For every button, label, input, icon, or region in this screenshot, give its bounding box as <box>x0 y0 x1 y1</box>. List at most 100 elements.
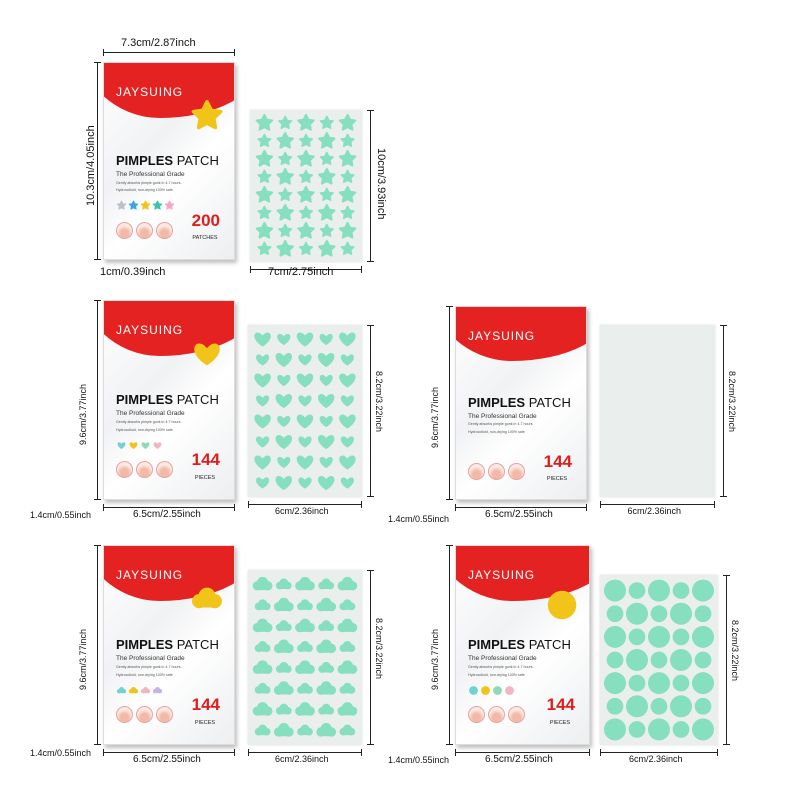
patch <box>273 639 294 654</box>
skin-icon <box>116 706 133 724</box>
patch-count: 144 <box>546 695 575 715</box>
count-unit: PIECES <box>546 475 568 482</box>
patch <box>692 579 714 602</box>
patch <box>275 434 293 450</box>
star-patches <box>255 113 357 257</box>
patch <box>337 702 358 716</box>
patch-icon <box>508 462 525 480</box>
patch <box>276 203 294 221</box>
moon-badge-icon <box>544 355 574 370</box>
patch <box>650 439 665 447</box>
patch <box>298 133 314 148</box>
package-box: JAYSUING PIMPLES PATCH The Professional … <box>103 545 235 745</box>
sheet-width-label: 6cm/2.36inch <box>629 754 683 764</box>
patch <box>319 151 334 166</box>
package-box: JAYSUING PIMPLES PATCH The Professional … <box>455 545 590 745</box>
patch-count: 200 <box>191 210 220 230</box>
patch <box>338 185 357 203</box>
patch <box>340 354 354 366</box>
title-rest: PATCH <box>528 637 571 653</box>
patch <box>318 131 336 149</box>
product-title: PIMPLES PATCH <box>468 637 571 652</box>
patch <box>296 455 314 470</box>
patch <box>255 113 274 131</box>
patch <box>626 397 646 408</box>
patch <box>318 167 336 185</box>
patch <box>671 460 687 468</box>
patch <box>340 241 355 256</box>
patch <box>297 724 313 736</box>
patch <box>254 724 271 736</box>
patch <box>338 113 357 131</box>
patch <box>297 641 313 652</box>
count-unit: PIECES <box>194 475 216 482</box>
package-width-label: 7.3cm/2.87inch <box>121 37 196 49</box>
night-icon <box>488 706 505 724</box>
patch <box>297 185 315 203</box>
patch <box>648 459 667 469</box>
patch <box>316 639 337 654</box>
patch <box>691 459 710 469</box>
patch-icon <box>508 706 525 724</box>
width-dimension-line <box>455 504 587 511</box>
patch <box>669 356 689 367</box>
patch <box>319 187 334 202</box>
patch <box>319 456 333 469</box>
patch <box>339 641 356 652</box>
patch <box>605 418 624 428</box>
moon-patches <box>605 336 710 490</box>
benefit-icons <box>116 706 173 724</box>
night-icon <box>488 462 505 480</box>
product-title: PIMPLES PATCH <box>116 392 219 407</box>
patch <box>692 672 714 695</box>
width-dimension-line <box>455 749 590 756</box>
patch <box>318 203 336 221</box>
patch <box>254 414 271 429</box>
patch <box>672 582 690 599</box>
patch <box>626 695 648 718</box>
sheet-width-label: 6cm/2.36inch <box>275 506 329 516</box>
patch <box>256 354 270 366</box>
shape-color-row <box>116 685 163 696</box>
patch-sheet <box>600 575 718 745</box>
patch <box>628 378 644 386</box>
patch <box>648 377 667 387</box>
patch <box>338 221 357 239</box>
patch <box>278 187 293 202</box>
title-bold: PIMPLES <box>116 153 174 169</box>
patch <box>650 651 668 669</box>
shape-color-row <box>116 200 175 211</box>
benefit-icons <box>116 221 173 239</box>
patch <box>295 576 315 591</box>
sheet-height-dimension-line <box>367 110 374 262</box>
patch <box>694 651 712 669</box>
title-bold: PIMPLES <box>116 637 174 653</box>
patch <box>254 373 271 388</box>
patch <box>277 415 291 428</box>
patch <box>648 625 670 648</box>
title-bold: PIMPLES <box>116 392 174 408</box>
patch-icon <box>156 221 173 239</box>
patch <box>650 357 665 365</box>
description-line-2: Hydrocolloid, non-drying 100% safe <box>116 427 173 432</box>
patch <box>318 578 335 590</box>
patch-count: 144 <box>543 451 572 471</box>
patch <box>275 475 293 491</box>
patch <box>607 398 623 406</box>
patch <box>607 439 623 447</box>
patch <box>318 620 335 632</box>
patch <box>276 167 294 185</box>
patch <box>256 395 270 407</box>
package-box: JAYSUING PIMPLES PATCH The Professional … <box>103 62 235 260</box>
patch <box>691 418 710 428</box>
patch <box>255 221 274 239</box>
patch <box>317 393 335 409</box>
patch <box>256 477 270 489</box>
patch <box>339 332 356 347</box>
patch <box>319 374 333 387</box>
package-height-label: 9.6cm/3.77inch <box>430 628 440 690</box>
patch <box>628 582 646 599</box>
patch <box>339 724 356 736</box>
skin-icon <box>116 221 133 239</box>
patch <box>317 475 335 491</box>
